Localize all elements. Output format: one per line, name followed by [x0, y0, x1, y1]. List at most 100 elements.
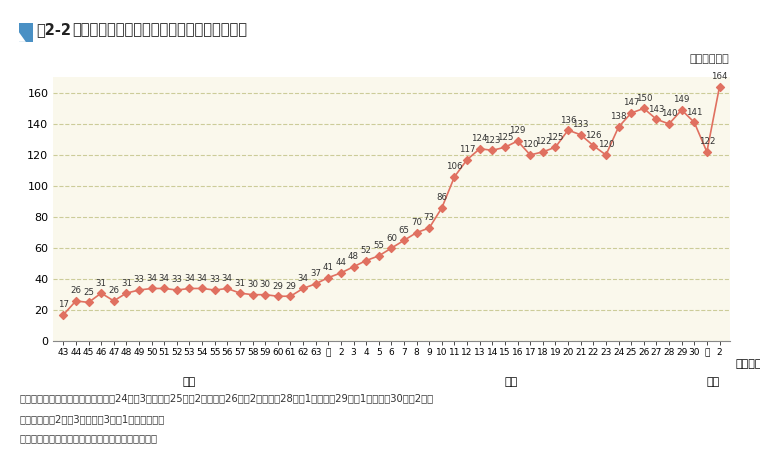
Text: 133: 133: [572, 120, 589, 129]
Point: [171, 286, 183, 293]
Point: [587, 142, 600, 149]
Text: 106: 106: [446, 162, 463, 171]
Text: 令和: 令和: [707, 377, 720, 387]
Point: [108, 297, 120, 304]
Point: [676, 106, 688, 114]
Point: [473, 145, 486, 152]
Point: [335, 269, 347, 277]
Text: 26: 26: [108, 286, 119, 295]
Text: 73: 73: [424, 213, 435, 222]
Text: 昭和: 昭和: [183, 377, 196, 387]
Text: （単位：人）: （単位：人）: [690, 54, 730, 64]
Text: 141: 141: [686, 108, 702, 117]
Point: [689, 119, 701, 126]
Point: [158, 285, 170, 292]
Point: [95, 289, 107, 297]
Text: 70: 70: [411, 218, 422, 227]
Text: 26: 26: [71, 286, 81, 295]
Point: [524, 152, 537, 159]
Text: 149: 149: [673, 96, 690, 104]
Point: [309, 280, 321, 288]
Point: [537, 148, 549, 156]
Point: [360, 257, 372, 264]
Point: [297, 285, 309, 292]
Point: [272, 293, 284, 300]
Point: [209, 286, 221, 293]
Point: [575, 131, 587, 138]
Text: 33: 33: [171, 275, 182, 284]
Text: 33: 33: [209, 275, 220, 284]
Text: 34: 34: [159, 274, 169, 283]
Text: （注）１　博士課程への派遣（平成24年度3人、平成25年度2人、平成26年度2人、平成28年度1人、平成29年度1人、平成30年度2人、: （注）１ 博士課程への派遣（平成24年度3人、平成25年度2人、平成26年度2人…: [19, 394, 433, 404]
Text: 48: 48: [348, 252, 359, 261]
Text: 150: 150: [635, 94, 652, 103]
Text: 17: 17: [58, 300, 69, 309]
Text: 33: 33: [134, 275, 144, 284]
Text: 147: 147: [623, 98, 639, 107]
Text: 60: 60: [386, 233, 397, 243]
Point: [246, 291, 258, 298]
Point: [284, 293, 296, 300]
Point: [120, 289, 132, 297]
Text: 122: 122: [534, 137, 551, 147]
Point: [600, 152, 612, 159]
Text: 125: 125: [497, 133, 513, 142]
Text: 55: 55: [373, 241, 385, 250]
Text: 29: 29: [285, 282, 296, 291]
Point: [398, 237, 410, 244]
Point: [701, 148, 713, 156]
Point: [663, 120, 675, 127]
Point: [234, 289, 246, 297]
Text: 34: 34: [184, 274, 195, 283]
Text: 126: 126: [585, 131, 602, 140]
Text: 31: 31: [96, 278, 106, 288]
Point: [133, 286, 145, 293]
Point: [57, 311, 69, 318]
Text: 138: 138: [610, 112, 627, 121]
Point: [714, 83, 726, 90]
Point: [372, 252, 385, 259]
Point: [448, 173, 461, 180]
Text: 52: 52: [361, 246, 372, 255]
Point: [221, 285, 233, 292]
Text: 行政官長期在外研究員新規派遣者数の推移: 行政官長期在外研究員新規派遣者数の推移: [72, 22, 247, 37]
Text: 120: 120: [597, 141, 614, 149]
Point: [499, 144, 511, 151]
Text: 41: 41: [323, 263, 334, 272]
Text: 29: 29: [272, 282, 283, 291]
Text: 図2-2: 図2-2: [36, 22, 71, 37]
Text: 37: 37: [310, 269, 321, 278]
Text: 140: 140: [660, 109, 677, 118]
Point: [322, 274, 334, 281]
Text: 30: 30: [247, 280, 258, 289]
Point: [347, 263, 359, 270]
Point: [259, 291, 271, 298]
Point: [410, 229, 423, 236]
Point: [511, 137, 524, 145]
Text: 31: 31: [235, 278, 245, 288]
Point: [638, 105, 650, 112]
Point: [196, 285, 208, 292]
Point: [613, 123, 625, 131]
Text: 117: 117: [459, 145, 475, 154]
Point: [183, 285, 195, 292]
Text: 25: 25: [83, 288, 94, 297]
Text: 31: 31: [121, 278, 132, 288]
Text: 136: 136: [560, 116, 576, 125]
Point: [385, 244, 397, 252]
Point: [651, 116, 663, 123]
Text: 164: 164: [711, 72, 728, 81]
Point: [625, 109, 637, 116]
Point: [423, 224, 435, 232]
Point: [486, 147, 499, 154]
Point: [70, 297, 82, 304]
Text: （注）２　当該年度に派遣を開始した人数を示す。: （注）２ 当該年度に派遣を開始した人数を示す。: [19, 433, 157, 443]
Text: 34: 34: [222, 274, 233, 283]
Text: 65: 65: [398, 226, 410, 235]
Text: 122: 122: [698, 137, 715, 147]
Text: 143: 143: [648, 105, 665, 114]
Text: 125: 125: [547, 133, 564, 142]
Point: [435, 204, 448, 212]
Point: [146, 285, 158, 292]
Text: 34: 34: [146, 274, 157, 283]
